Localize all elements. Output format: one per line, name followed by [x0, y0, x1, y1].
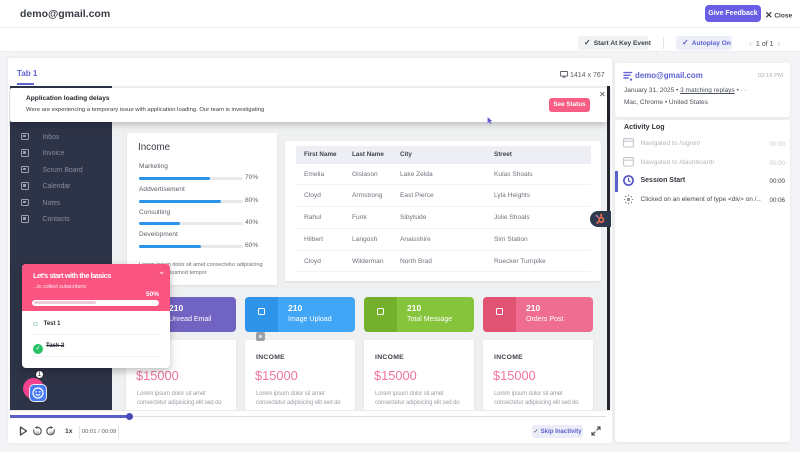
svg-text:10: 10 [49, 430, 53, 434]
svg-text:10: 10 [35, 430, 39, 434]
